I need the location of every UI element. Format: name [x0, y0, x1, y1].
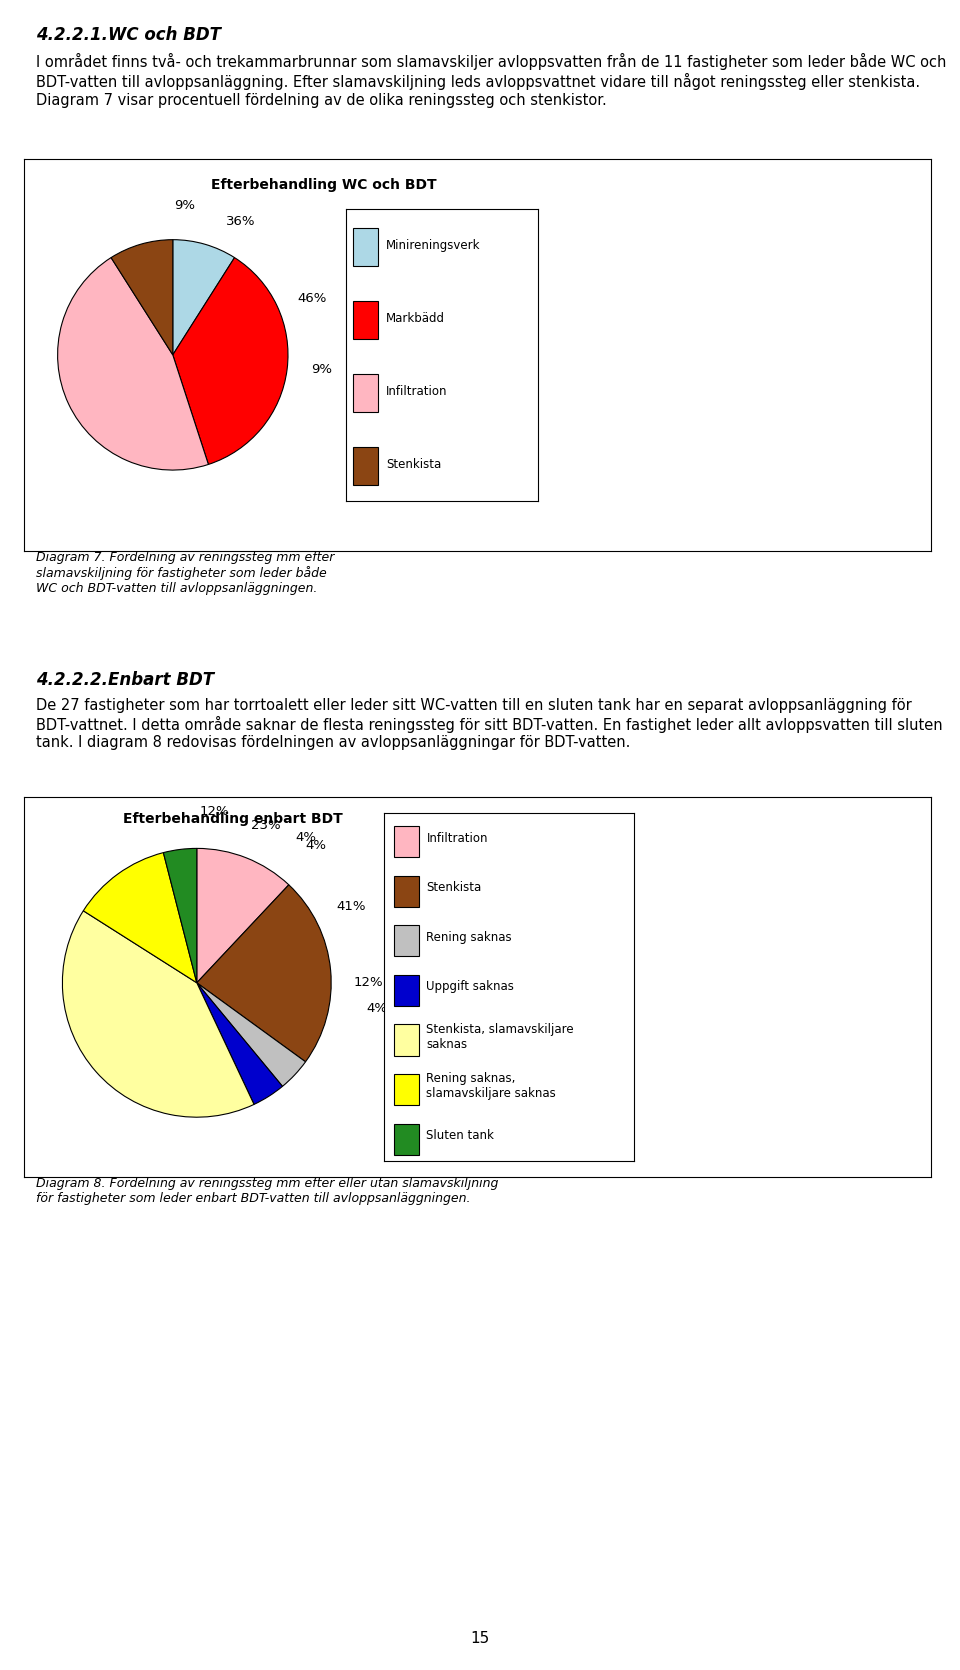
Text: 4.2.2.1.WC och BDT: 4.2.2.1.WC och BDT: [36, 27, 222, 43]
Text: Stenkista, slamavskiljare
saknas: Stenkista, slamavskiljare saknas: [426, 1022, 574, 1050]
Wedge shape: [163, 848, 197, 982]
Bar: [353, 448, 378, 484]
Bar: [353, 374, 378, 412]
Wedge shape: [58, 257, 208, 469]
Text: 36%: 36%: [226, 215, 255, 227]
Text: Infiltration: Infiltration: [386, 384, 447, 397]
Text: 9%: 9%: [311, 362, 332, 376]
Text: I området finns två- och trekammarbrunnar som slamavskiljer avloppsvatten från d: I området finns två- och trekammarbrunna…: [36, 53, 947, 107]
Text: 12%: 12%: [354, 977, 384, 989]
Text: Stenkista: Stenkista: [426, 882, 482, 893]
Bar: [353, 227, 378, 266]
Text: 23%: 23%: [251, 818, 280, 832]
Text: Sluten tank: Sluten tank: [426, 1129, 494, 1142]
Text: Rening saknas: Rening saknas: [426, 930, 512, 944]
Text: Diagram 7. Fördelning av reningssteg mm efter
slamavskiljning för fastigheter so: Diagram 7. Fördelning av reningssteg mm …: [36, 551, 335, 595]
Bar: [353, 301, 378, 339]
Wedge shape: [173, 257, 288, 464]
Text: 12%: 12%: [200, 805, 229, 818]
Bar: [394, 827, 419, 857]
Bar: [394, 1124, 419, 1156]
Wedge shape: [62, 910, 254, 1117]
Text: Uppgift saknas: Uppgift saknas: [426, 980, 515, 994]
Text: Diagram 8. Fördelning av reningssteg mm efter eller utan slamavskiljning
för fas: Diagram 8. Fördelning av reningssteg mm …: [36, 1177, 499, 1206]
Bar: [394, 1074, 419, 1106]
Wedge shape: [173, 240, 234, 356]
Text: Rening saknas,
slamavskiljare saknas: Rening saknas, slamavskiljare saknas: [426, 1072, 556, 1101]
Wedge shape: [197, 982, 305, 1087]
Text: Markbädd: Markbädd: [386, 312, 444, 326]
Text: Minireningsverk: Minireningsverk: [386, 239, 480, 252]
Text: 4%: 4%: [296, 832, 317, 845]
Wedge shape: [197, 982, 282, 1104]
Text: Efterbehandling WC och BDT: Efterbehandling WC och BDT: [210, 179, 436, 192]
Text: Infiltration: Infiltration: [426, 832, 488, 845]
Bar: [394, 925, 419, 957]
Text: 4%: 4%: [366, 1002, 387, 1015]
Wedge shape: [84, 853, 197, 982]
Text: Efterbehandling enbart BDT: Efterbehandling enbart BDT: [123, 812, 343, 827]
Text: 9%: 9%: [174, 199, 195, 212]
Text: 41%: 41%: [336, 900, 366, 912]
Text: 46%: 46%: [297, 292, 326, 306]
Wedge shape: [197, 885, 331, 1062]
Text: 4.2.2.2.Enbart BDT: 4.2.2.2.Enbart BDT: [36, 671, 215, 688]
Wedge shape: [111, 240, 173, 356]
Text: Stenkista: Stenkista: [386, 458, 442, 471]
Bar: [394, 1024, 419, 1055]
Text: De 27 fastigheter som har torrtoalett eller leder sitt WC-vatten till en sluten : De 27 fastigheter som har torrtoalett el…: [36, 698, 943, 750]
Wedge shape: [197, 848, 289, 982]
Bar: [394, 975, 419, 1005]
Text: 4%: 4%: [305, 840, 326, 852]
Bar: [394, 875, 419, 907]
Text: 15: 15: [470, 1632, 490, 1645]
